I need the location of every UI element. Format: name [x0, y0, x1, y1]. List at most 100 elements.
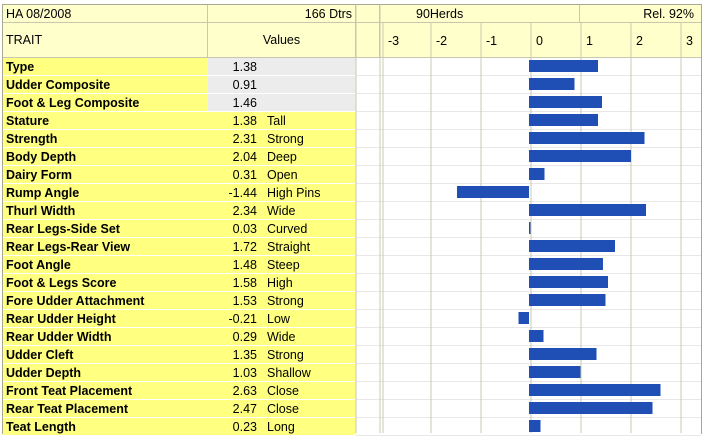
trait-descriptor: High Pins [262, 184, 356, 202]
trait-value: -1.44 [208, 184, 262, 202]
trait-name: Rear Udder Height [3, 310, 208, 328]
trait-value: 2.31 [208, 130, 262, 148]
x-tick-label: -1 [486, 34, 497, 48]
chart-row-bg [356, 328, 701, 346]
trait-descriptor: High [262, 274, 356, 292]
trait-descriptor [262, 94, 356, 112]
reliability: Rel. 92% [580, 5, 701, 23]
trait-descriptor: Close [262, 382, 356, 400]
trait-bar [457, 186, 529, 198]
trait-value: 1.48 [208, 256, 262, 274]
trait-descriptor: Open [262, 166, 356, 184]
trait-bar [529, 330, 544, 342]
trait-name: Rear Udder Width [3, 328, 208, 346]
trait-bar [529, 150, 631, 162]
trait-value: 0.31 [208, 166, 262, 184]
trait-descriptor: Wide [262, 328, 356, 346]
trait-descriptor: Steep [262, 256, 356, 274]
trait-bar [529, 60, 598, 72]
trait-name: Dairy Form [3, 166, 208, 184]
trait-value: 1.53 [208, 292, 262, 310]
trait-bar [529, 204, 646, 216]
trait-descriptor: Strong [262, 346, 356, 364]
trait-descriptor: Curved [262, 220, 356, 238]
trait-bar [529, 294, 606, 306]
trait-descriptor [262, 58, 356, 76]
trait-value: 2.47 [208, 400, 262, 418]
trait-value: 1.35 [208, 346, 262, 364]
trait-bar [529, 240, 615, 252]
trait-name: Teat Length [3, 418, 208, 436]
trait-name: Body Depth [3, 148, 208, 166]
trait-name: Foot Angle [3, 256, 208, 274]
trait-name: Rear Legs-Side Set [3, 220, 208, 238]
x-tick-label: -3 [388, 34, 399, 48]
trait-value: 2.34 [208, 202, 262, 220]
x-tick-label: 1 [586, 34, 593, 48]
trait-name: Udder Cleft [3, 346, 208, 364]
chart-row-bg [356, 274, 701, 292]
header-spacer-2 [356, 23, 380, 58]
trait-name: Rump Angle [3, 184, 208, 202]
trait-bar [529, 132, 645, 144]
trait-bar [529, 384, 661, 396]
chart-row-bg [356, 166, 701, 184]
trait-name: Strength [3, 130, 208, 148]
chart-row-bg [356, 418, 701, 436]
trait-bar [529, 114, 598, 126]
trait-bar [529, 258, 603, 270]
trait-name: Thurl Width [3, 202, 208, 220]
trait-value: 0.23 [208, 418, 262, 436]
trait-descriptor: Long [262, 418, 356, 436]
trait-descriptor: Straight [262, 238, 356, 256]
scale-header [380, 23, 701, 58]
herd-count: 90Herds [380, 5, 580, 23]
x-tick-label: 2 [636, 34, 643, 48]
trait-name: Foot & Legs Score [3, 274, 208, 292]
chart-row-bg [356, 112, 701, 130]
trait-value: 0.91 [208, 76, 262, 94]
trait-descriptor: Shallow [262, 364, 356, 382]
trait-value: 1.03 [208, 364, 262, 382]
trait-name: Fore Udder Attachment [3, 292, 208, 310]
trait-descriptor: Close [262, 400, 356, 418]
trait-descriptor: Wide [262, 202, 356, 220]
trait-descriptor: Strong [262, 130, 356, 148]
chart-row-bg [356, 58, 701, 76]
chart-row-bg [356, 76, 701, 94]
proof-date: HA 08/2008 [3, 5, 208, 23]
trait-value: 1.38 [208, 58, 262, 76]
trait-value: 1.72 [208, 238, 262, 256]
chart-row-bg [356, 346, 701, 364]
trait-value: 2.04 [208, 148, 262, 166]
trait-value: 1.58 [208, 274, 262, 292]
x-tick-label: 0 [536, 34, 543, 48]
x-tick-label: -2 [436, 34, 447, 48]
trait-bar [529, 276, 608, 288]
chart-row-bg [356, 220, 701, 238]
trait-bar [529, 222, 531, 234]
trait-value: 1.38 [208, 112, 262, 130]
x-tick-label: 3 [686, 34, 693, 48]
trait-bar [529, 96, 602, 108]
values-column-header: Values [208, 23, 356, 58]
trait-descriptor: Tall [262, 112, 356, 130]
trait-name: Udder Depth [3, 364, 208, 382]
trait-descriptor [262, 76, 356, 94]
trait-value: 0.29 [208, 328, 262, 346]
trait-value: 1.46 [208, 94, 262, 112]
chart-row-bg [356, 94, 701, 112]
trait-bar [529, 348, 597, 360]
trait-descriptor: Low [262, 310, 356, 328]
trait-bar [529, 420, 541, 432]
trait-name: Udder Composite [3, 76, 208, 94]
trait-name: Foot & Leg Composite [3, 94, 208, 112]
trait-name: Front Teat Placement [3, 382, 208, 400]
trait-bar [529, 402, 653, 414]
trait-descriptor: Deep [262, 148, 356, 166]
trait-name: Rear Teat Placement [3, 400, 208, 418]
trait-bar [529, 168, 545, 180]
chart-row-bg [356, 364, 701, 382]
trait-name: Stature [3, 112, 208, 130]
